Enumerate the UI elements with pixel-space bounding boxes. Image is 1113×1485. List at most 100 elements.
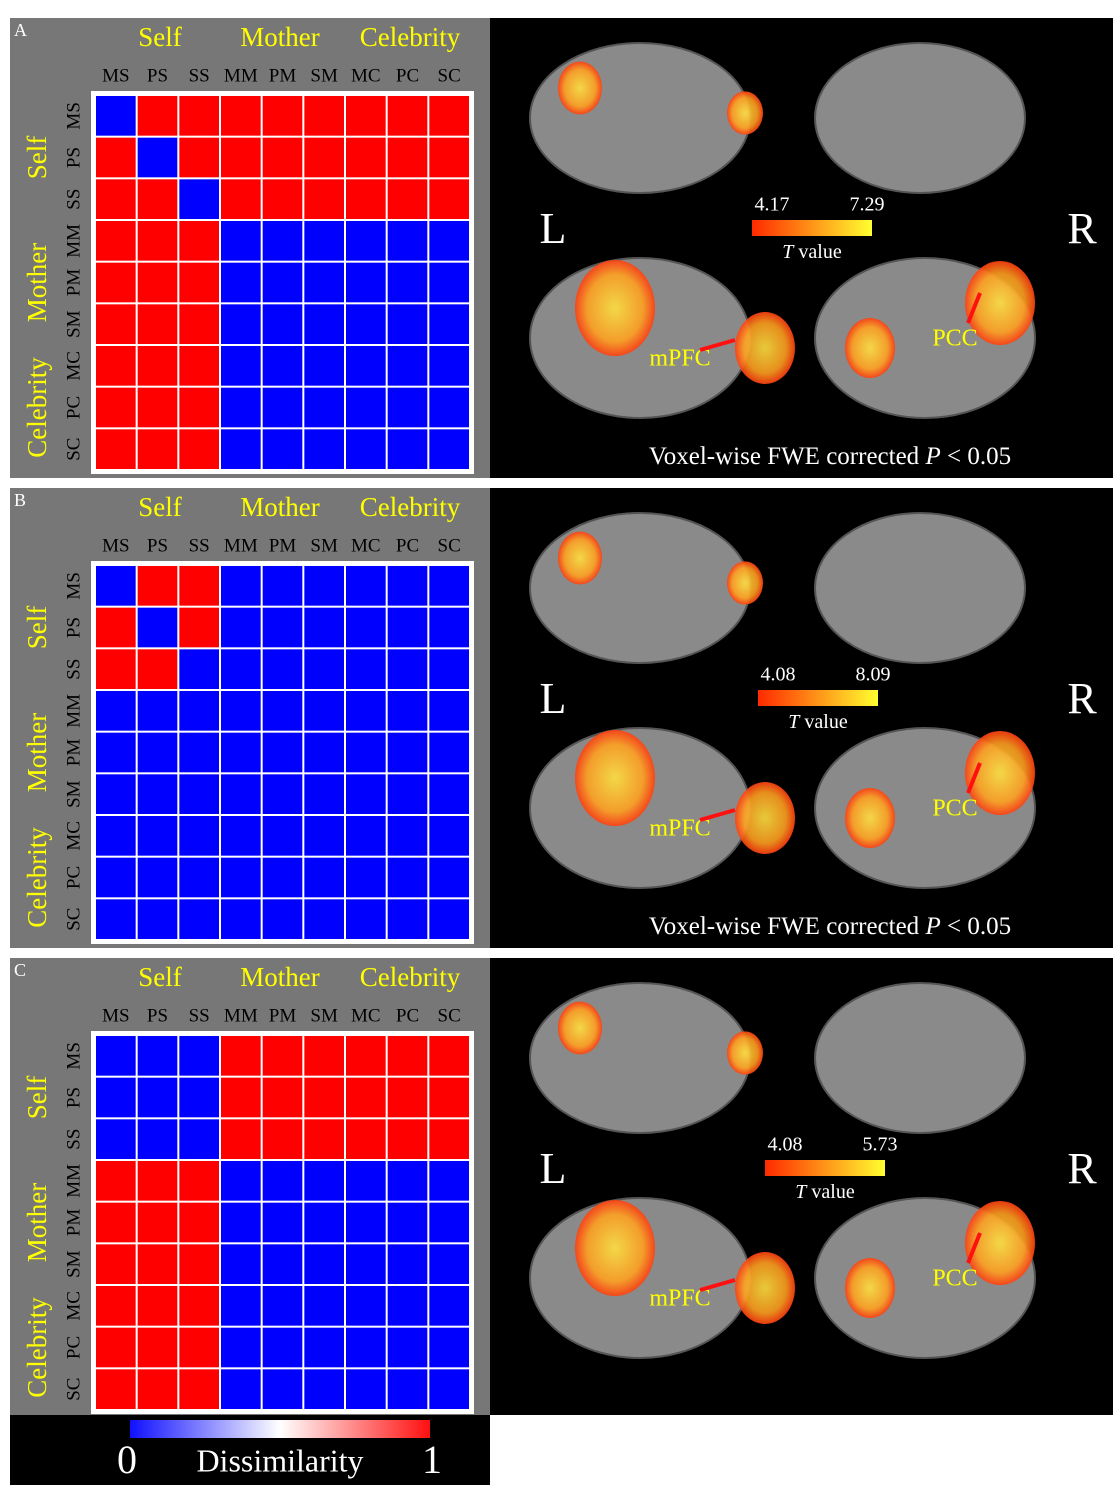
matrix-cell — [137, 429, 178, 469]
arrow — [966, 1232, 982, 1264]
matrix-cell — [96, 1036, 136, 1076]
matrix-cell — [346, 1286, 386, 1326]
matrix-cell — [179, 96, 219, 136]
column-group: Mother — [240, 22, 319, 52]
activation — [558, 61, 602, 115]
matrix-cell — [179, 1369, 219, 1409]
matrix-cell — [387, 262, 428, 303]
matrix-cell — [96, 691, 136, 731]
matrix-cell — [304, 691, 344, 731]
matrix-cell — [96, 1161, 136, 1201]
matrix-cell — [221, 346, 261, 386]
matrix-cell — [262, 137, 303, 178]
hemisphere-left: L — [540, 204, 567, 253]
matrix-cell — [179, 304, 219, 344]
matrix-cell — [179, 262, 219, 303]
matrix-cell — [387, 1244, 428, 1284]
matrix-cell — [221, 857, 261, 898]
matrix-cell — [346, 1161, 386, 1201]
hemisphere-left: L — [540, 1144, 567, 1193]
matrix-cell — [96, 179, 136, 219]
matrix-cell — [96, 607, 136, 648]
column-label: MS — [102, 65, 129, 86]
column-label: PM — [269, 535, 297, 556]
matrix-cell — [346, 429, 386, 469]
matrix-cell — [137, 691, 178, 731]
matrix-cell — [304, 1244, 344, 1284]
row-label: MM — [63, 694, 84, 728]
matrix-cell — [96, 732, 136, 773]
matrix-cell — [304, 607, 344, 648]
matrix-cell — [221, 1119, 261, 1159]
column-group: Self — [138, 22, 182, 52]
matrix-cell — [137, 1244, 178, 1284]
matrix-cell — [262, 346, 303, 386]
matrix-cell — [304, 429, 344, 469]
caption-p: P — [924, 913, 940, 940]
matrix-cell — [137, 1119, 178, 1159]
matrix-cell — [262, 1077, 303, 1118]
row-label: MS — [63, 102, 84, 129]
t-colorbar — [758, 690, 878, 706]
region-label: PCC — [932, 326, 977, 352]
matrix-cell — [221, 179, 261, 219]
row-label: PS — [63, 147, 84, 168]
matrix-cell — [262, 221, 303, 261]
matrix-cell — [262, 429, 303, 469]
activation — [575, 260, 655, 356]
matrix-cell — [96, 1244, 136, 1284]
matrix-cell — [179, 1161, 219, 1201]
matrix-cell — [137, 304, 178, 344]
matrix-cell — [221, 387, 261, 428]
region-label: PCC — [932, 796, 977, 822]
matrix-cell — [137, 96, 178, 136]
matrix-cell — [429, 1202, 469, 1243]
matrix-cell — [346, 732, 386, 773]
matrix-cell — [262, 899, 303, 939]
row-group: Celebrity — [22, 357, 52, 458]
matrix-cell — [221, 1369, 261, 1409]
column-label: SS — [189, 1005, 210, 1026]
row-label: SS — [63, 1129, 84, 1150]
panel-label: C — [14, 960, 26, 980]
matrix-cell — [346, 346, 386, 386]
matrix-cell — [429, 899, 469, 939]
matrix-cell — [221, 691, 261, 731]
column-label: SM — [310, 535, 338, 556]
matrix-cell — [387, 1369, 428, 1409]
t-colorbar — [765, 1160, 885, 1176]
matrix-cell — [179, 221, 219, 261]
t-max: 7.29 — [850, 194, 885, 216]
matrix-cell — [96, 346, 136, 386]
matrix-cell — [137, 566, 178, 606]
matrix-cell — [137, 857, 178, 898]
column-label: PC — [396, 535, 419, 556]
matrix-cell — [387, 857, 428, 898]
matrix-cell — [387, 346, 428, 386]
matrix-cell — [304, 221, 344, 261]
t-min: 4.17 — [755, 194, 790, 216]
matrix-cell — [137, 346, 178, 386]
activation — [735, 1252, 795, 1324]
matrix-cell — [346, 607, 386, 648]
row-group: Mother — [22, 1183, 52, 1262]
matrix-cell — [221, 816, 261, 856]
column-label: PS — [147, 65, 168, 86]
column-label: MM — [224, 535, 258, 556]
column-group: Mother — [240, 492, 319, 522]
column-label: PC — [396, 1005, 419, 1026]
matrix-cell — [304, 566, 344, 606]
matrix-cell — [221, 137, 261, 178]
column-label: SC — [438, 65, 461, 86]
matrix-cell — [96, 137, 136, 178]
matrix-cell — [221, 607, 261, 648]
matrix-cell — [304, 899, 344, 939]
matrix-cell — [262, 774, 303, 814]
matrix-cell — [137, 1327, 178, 1368]
matrix-cell — [179, 1286, 219, 1326]
matrix-cell — [96, 96, 136, 136]
matrix-cell — [429, 1119, 469, 1159]
matrix-cell — [429, 96, 469, 136]
matrix-cell — [262, 1202, 303, 1243]
brain-surface — [814, 982, 1026, 1134]
